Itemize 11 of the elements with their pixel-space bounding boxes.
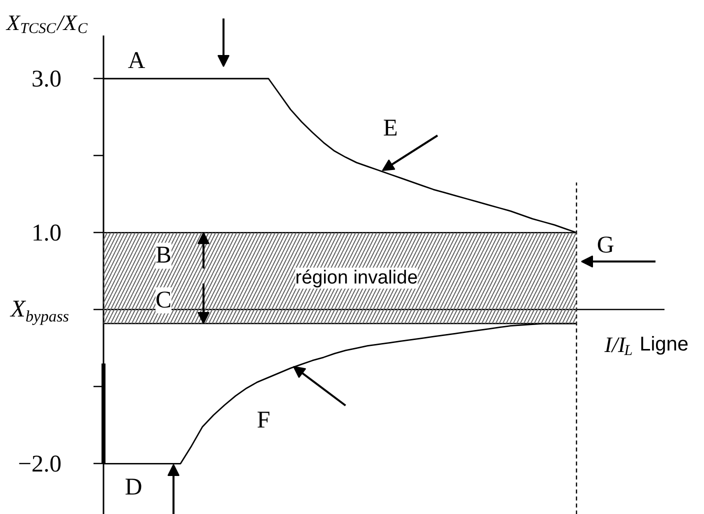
annotation: G xyxy=(596,232,614,259)
band-label: région invalide xyxy=(295,268,418,289)
y-tick-label: 3.0 xyxy=(32,66,62,93)
annotation: D xyxy=(124,474,142,501)
y-tick-label: 1.0 xyxy=(32,220,62,247)
annotation: B xyxy=(155,242,172,269)
annotation: E xyxy=(383,116,398,142)
annotation: C xyxy=(155,287,172,314)
y-tick-label: −2.0 xyxy=(18,452,62,478)
annotation: A xyxy=(128,48,146,74)
annotation: F xyxy=(256,408,270,434)
